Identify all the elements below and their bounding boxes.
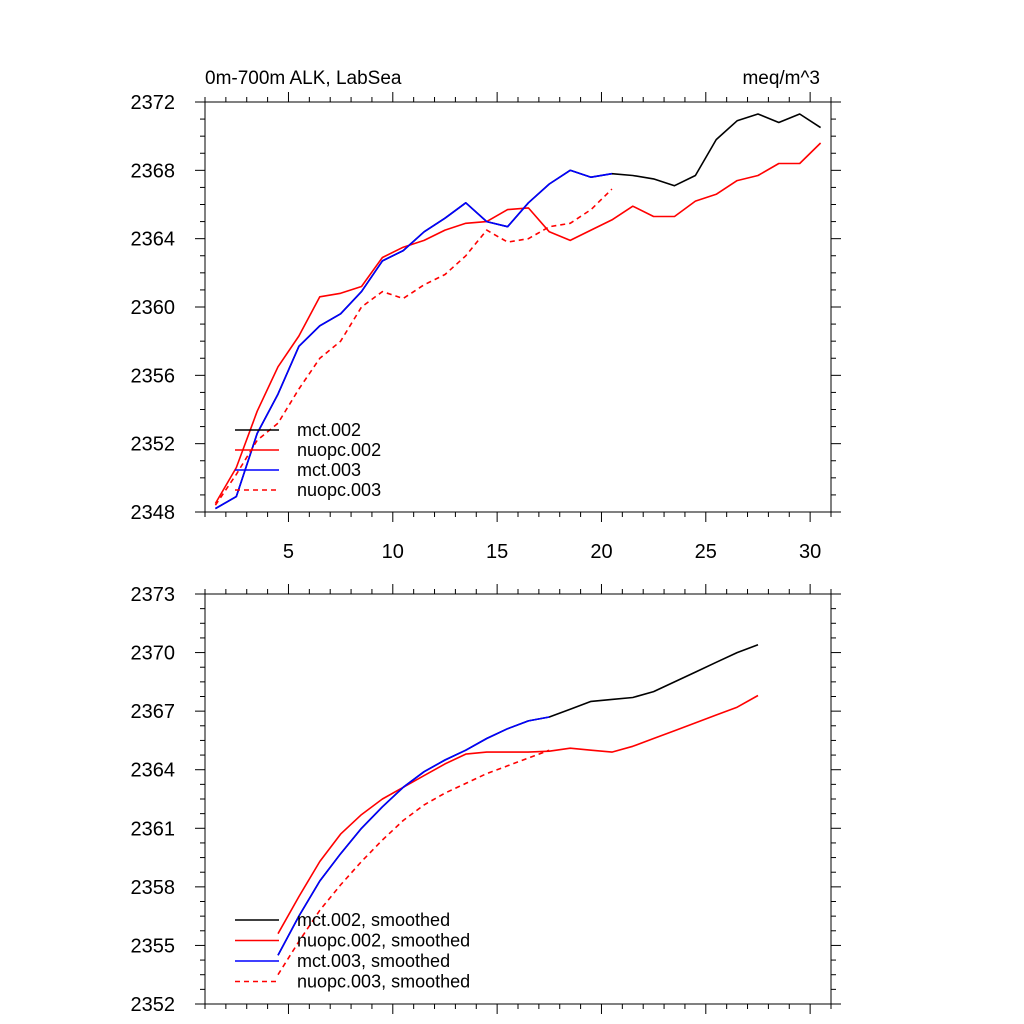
series-line-1	[277, 694, 759, 935]
series-line-1	[214, 142, 822, 504]
y-tick-label: 2364	[131, 760, 176, 782]
series-line-3	[277, 749, 550, 976]
y-tick-label: 2370	[131, 643, 176, 665]
series-line-3	[214, 188, 613, 506]
bottom-panel-plot: 2352 2355 2358 2361 2364 2367 2370 2373 mct.002,…	[131, 584, 841, 1016]
y-tick-label: 2372	[131, 92, 176, 114]
y-tick-label: 2360	[131, 297, 176, 319]
y-tick-label: 2368	[131, 160, 176, 182]
y-tick-label: 2352	[131, 434, 176, 456]
legend-label-0: mct.002, smoothed	[297, 910, 450, 930]
y-tick-label: 2348	[131, 502, 176, 524]
top-panel-plot: 0m-700m ALK, LabSea meq/m^3 5 10 15 20 25 30 2…	[131, 68, 841, 563]
y-tick-label: 2373	[131, 584, 176, 606]
legend-label-3: nuopc.003, smoothed	[297, 972, 470, 992]
y-tick-label: 2358	[131, 877, 176, 899]
y-tick-label: 2352	[131, 994, 176, 1016]
legend-label-0: mct.002	[297, 420, 361, 440]
legend-label-2: mct.003	[297, 460, 361, 480]
top-panel-title: 0m-700m ALK, LabSea	[205, 68, 402, 89]
y-tick-label: 2356	[131, 365, 176, 387]
x-tick-label: 30	[799, 541, 821, 563]
y-tick-label: 2367	[131, 701, 176, 723]
x-tick-label: 20	[590, 541, 612, 563]
series-line-2	[215, 169, 613, 510]
x-tick-label: 10	[382, 541, 404, 563]
series-line-0	[277, 644, 759, 956]
legend-label-1: nuopc.002, smoothed	[297, 931, 470, 951]
y-tick-label: 2355	[131, 935, 176, 957]
legend-label-2: mct.003, smoothed	[297, 951, 450, 971]
x-tick-label: 5	[283, 541, 294, 563]
x-tick-label: 15	[486, 541, 508, 563]
top-panel-units: meq/m^3	[742, 68, 820, 89]
series-line-2	[277, 716, 550, 956]
legend-label-3: nuopc.003	[297, 480, 381, 500]
legend-label-1: nuopc.002	[297, 440, 381, 460]
y-tick-label: 2364	[131, 229, 176, 251]
y-tick-label: 2361	[131, 818, 176, 840]
x-tick-label: 25	[695, 541, 717, 563]
